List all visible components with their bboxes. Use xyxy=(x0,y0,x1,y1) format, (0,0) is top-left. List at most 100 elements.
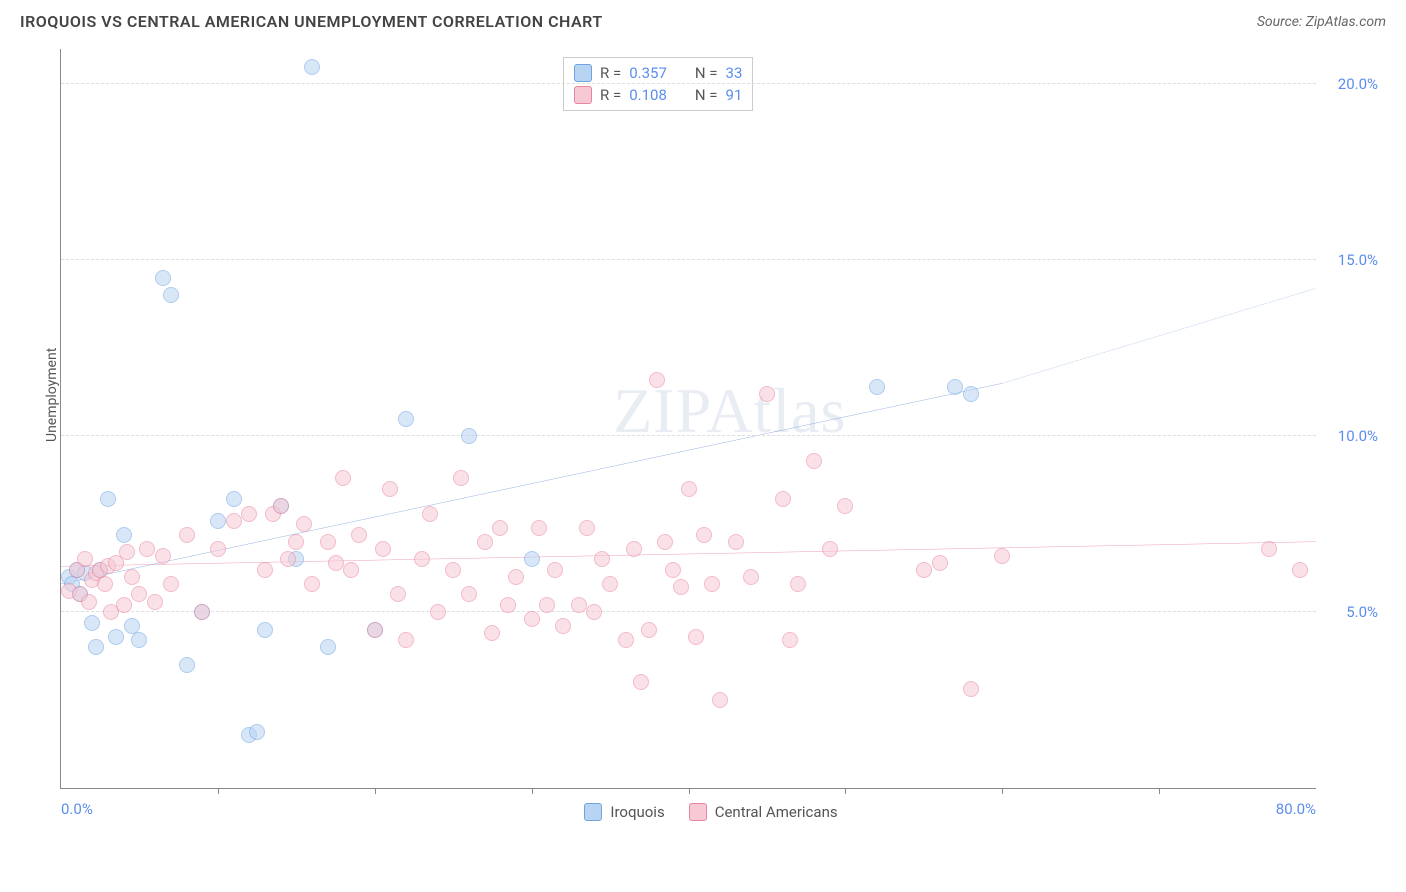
gridline-horizontal xyxy=(61,435,1316,436)
data-point xyxy=(335,470,351,486)
data-point xyxy=(649,372,665,388)
legend-row: R = 0.108 N = 91 xyxy=(574,84,742,106)
data-point xyxy=(139,541,155,557)
data-point xyxy=(194,604,210,620)
data-point xyxy=(869,379,885,395)
legend-n-label: N = xyxy=(695,86,718,104)
series-legend-item: Central Americans xyxy=(689,803,838,821)
data-point xyxy=(806,453,822,469)
data-point xyxy=(430,604,446,620)
data-point xyxy=(320,534,336,550)
gridline-horizontal xyxy=(61,83,1316,84)
data-point xyxy=(273,498,289,514)
y-tick-label: 20.0% xyxy=(1323,75,1378,93)
legend-r-value: 0.108 xyxy=(629,86,667,104)
data-point xyxy=(484,625,500,641)
data-point xyxy=(994,548,1010,564)
data-point xyxy=(579,520,595,536)
data-point xyxy=(100,491,116,507)
y-tick-label: 5.0% xyxy=(1323,603,1378,621)
series-legend: Iroquois Central Americans xyxy=(584,803,837,821)
data-point xyxy=(296,516,312,532)
data-point xyxy=(602,576,618,592)
data-point xyxy=(97,576,113,592)
data-point xyxy=(461,428,477,444)
data-point xyxy=(500,597,516,613)
data-point xyxy=(210,541,226,557)
data-point xyxy=(422,506,438,522)
data-point xyxy=(524,611,540,627)
data-point xyxy=(155,270,171,286)
data-point xyxy=(398,632,414,648)
data-point xyxy=(712,692,728,708)
gridline-horizontal xyxy=(61,259,1316,260)
data-point xyxy=(743,569,759,585)
data-point xyxy=(257,562,273,578)
data-point xyxy=(531,520,547,536)
x-tick-mark xyxy=(689,788,690,794)
data-point xyxy=(179,527,195,543)
data-point xyxy=(210,513,226,529)
data-point xyxy=(280,551,296,567)
x-tick-label: 0.0% xyxy=(61,800,93,818)
legend-swatch xyxy=(574,64,592,82)
data-point xyxy=(673,579,689,595)
legend-r-value: 0.357 xyxy=(629,64,667,82)
data-point xyxy=(155,548,171,564)
data-point xyxy=(1292,562,1308,578)
data-point xyxy=(304,59,320,75)
data-point xyxy=(108,629,124,645)
data-point xyxy=(626,541,642,557)
data-point xyxy=(445,562,461,578)
data-point xyxy=(477,534,493,550)
x-tick-mark xyxy=(218,788,219,794)
data-point xyxy=(414,551,430,567)
data-point xyxy=(453,470,469,486)
watermark-text: ZIPAtlas xyxy=(613,374,846,448)
legend-r-label: R = xyxy=(600,86,621,104)
data-point xyxy=(288,534,304,550)
data-point xyxy=(688,629,704,645)
legend-n-value: 91 xyxy=(726,86,743,104)
data-point xyxy=(555,618,571,634)
data-point xyxy=(226,513,242,529)
x-tick-label: 80.0% xyxy=(1276,800,1316,818)
data-point xyxy=(1261,541,1277,557)
series-legend-item: Iroquois xyxy=(584,803,664,821)
data-point xyxy=(963,681,979,697)
gridline-horizontal xyxy=(61,611,1316,612)
data-point xyxy=(351,527,367,543)
data-point xyxy=(916,562,932,578)
x-tick-mark xyxy=(375,788,376,794)
data-point xyxy=(618,632,634,648)
data-point xyxy=(728,534,744,550)
data-point xyxy=(837,498,853,514)
data-point xyxy=(320,639,336,655)
data-point xyxy=(704,576,720,592)
data-point xyxy=(963,386,979,402)
legend-n-value: 33 xyxy=(726,64,743,82)
data-point xyxy=(790,576,806,592)
data-point xyxy=(163,287,179,303)
chart-title: IROQUOIS VS CENTRAL AMERICAN UNEMPLOYMEN… xyxy=(20,12,603,31)
data-point xyxy=(116,527,132,543)
legend-swatch xyxy=(689,803,707,821)
trend-lines-svg xyxy=(61,49,1316,788)
plot-area: ZIPAtlas R =0.357N =33R =0.108N =91 5.0%… xyxy=(60,49,1316,789)
data-point xyxy=(594,551,610,567)
data-point xyxy=(241,506,257,522)
data-point xyxy=(131,586,147,602)
x-tick-mark xyxy=(845,788,846,794)
series-legend-label: Central Americans xyxy=(715,803,838,821)
legend-r-label: R = xyxy=(600,64,621,82)
data-point xyxy=(633,674,649,690)
data-point xyxy=(367,622,383,638)
data-point xyxy=(147,594,163,610)
chart-header: IROQUOIS VS CENTRAL AMERICAN UNEMPLOYMEN… xyxy=(0,0,1406,39)
legend-row: R =0.357N =33 xyxy=(574,62,742,84)
data-point xyxy=(77,551,93,567)
data-point xyxy=(932,555,948,571)
data-point xyxy=(124,569,140,585)
data-point xyxy=(586,604,602,620)
data-point xyxy=(81,594,97,610)
